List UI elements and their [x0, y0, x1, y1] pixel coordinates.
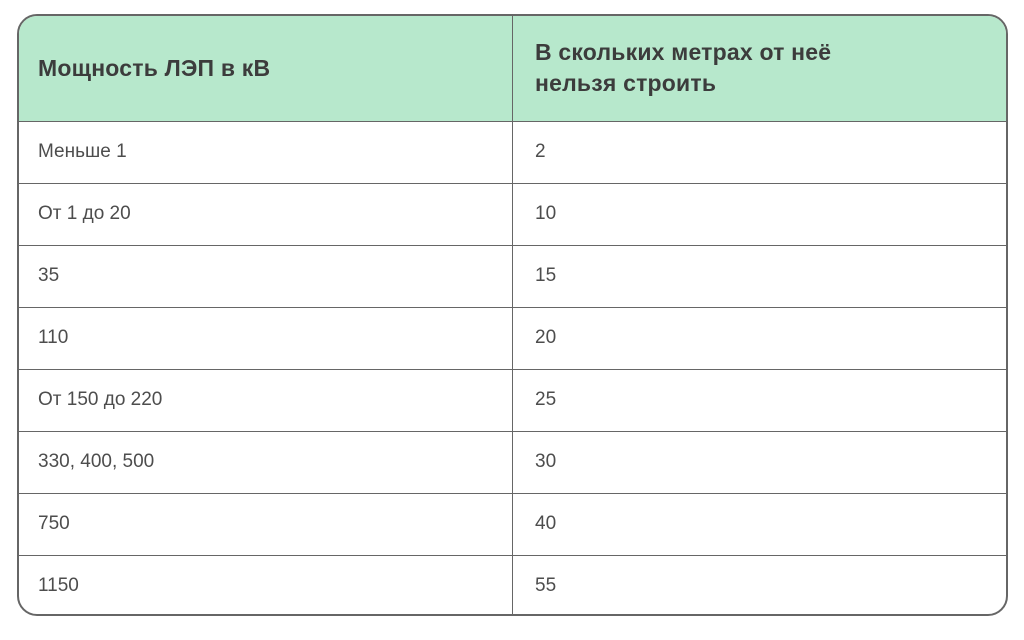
power-line-distance-table: Мощность ЛЭП в кВ В скольких метрах от н…	[17, 14, 1008, 616]
power-cell: 110	[19, 306, 513, 369]
header-distance-label: В скольких метрах от неё нельзя строить	[535, 38, 832, 97]
distance-cell: 10	[512, 182, 1006, 245]
table-row: 750 40	[19, 492, 1006, 555]
distance-cell: 25	[512, 368, 1006, 431]
table: Мощность ЛЭП в кВ В скольких метрах от н…	[19, 16, 1006, 614]
table-row: 110 20	[19, 306, 1006, 369]
header-power-label: Мощность ЛЭП в кВ	[38, 54, 271, 81]
distance-cell: 40	[512, 492, 1006, 555]
table-body: Меньше 1 2 От 1 до 20 10 35 15 110 20 От 150 до …	[19, 120, 1006, 614]
table-row: 330, 400, 500 30	[19, 430, 1006, 493]
table-row: От 1 до 20 10	[19, 182, 1006, 245]
power-cell: От 150 до 220	[19, 368, 513, 431]
power-cell: 330, 400, 500	[19, 430, 513, 493]
power-cell: От 1 до 20	[19, 182, 513, 245]
distance-cell: 30	[512, 430, 1006, 493]
table-row: 1150 55	[19, 554, 1006, 614]
power-cell: Меньше 1	[19, 120, 513, 183]
distance-cell: 15	[512, 244, 1006, 307]
power-cell: 1150	[19, 554, 513, 614]
table-row: От 150 до 220 25	[19, 368, 1006, 431]
header-cell-power: Мощность ЛЭП в кВ	[19, 16, 513, 121]
distance-cell: 20	[512, 306, 1006, 369]
header-cell-distance: В скольких метрах от неё нельзя строить	[512, 16, 1006, 121]
power-cell: 35	[19, 244, 513, 307]
distance-cell: 2	[512, 120, 1006, 183]
distance-cell: 55	[512, 554, 1006, 614]
power-cell: 750	[19, 492, 513, 555]
header-row: Мощность ЛЭП в кВ В скольких метрах от н…	[19, 16, 1006, 121]
table-row: 35 15	[19, 244, 1006, 307]
